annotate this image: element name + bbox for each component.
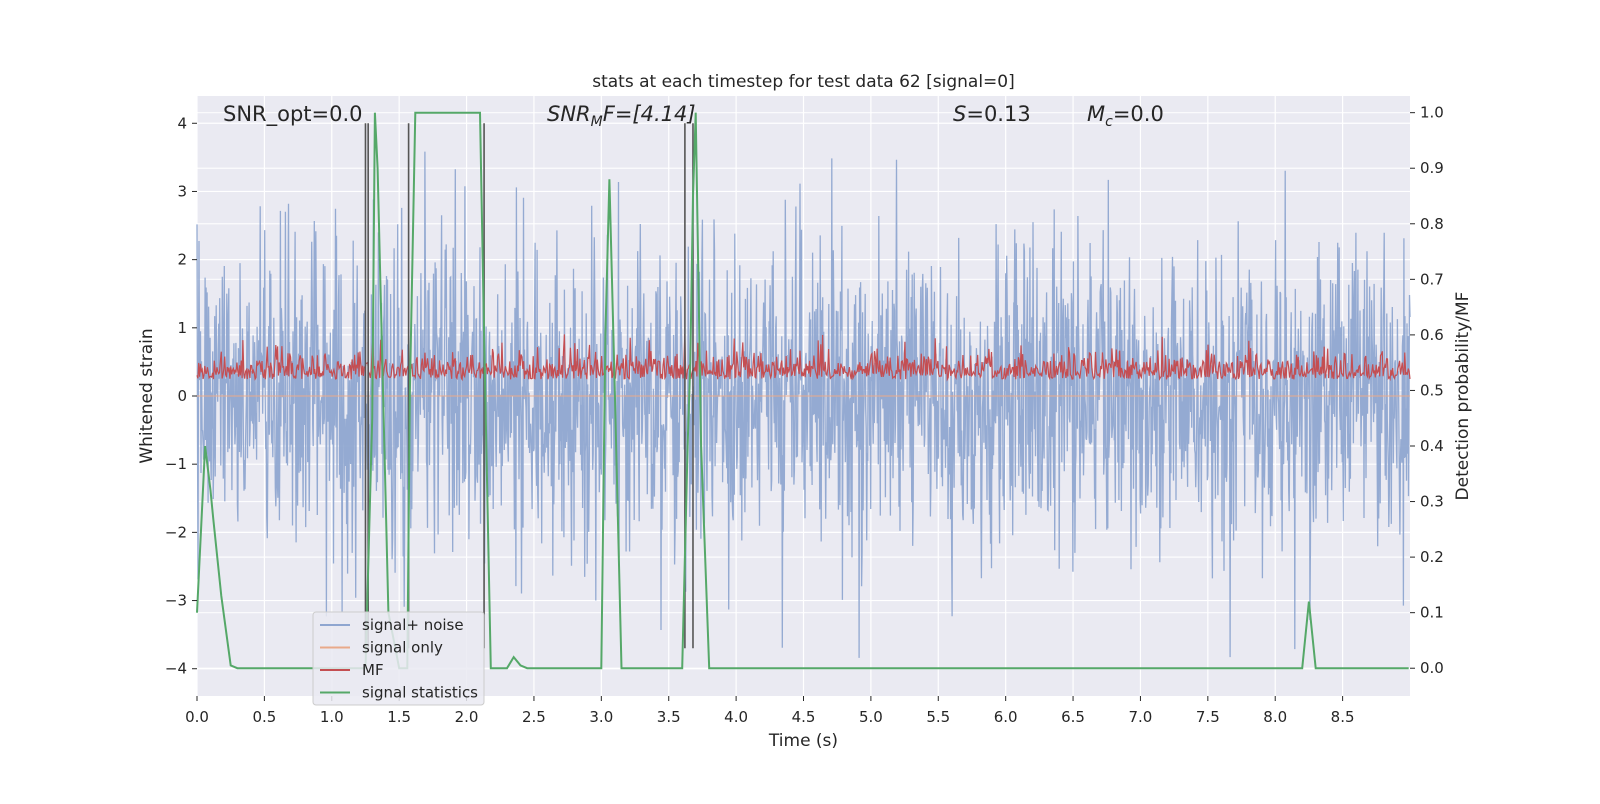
y-tick-label-right: 0.8 xyxy=(1420,215,1444,233)
y-tick-label-left: −2 xyxy=(165,523,187,541)
x-tick-label: 5.5 xyxy=(926,708,950,726)
x-tick-label: 3.0 xyxy=(589,708,613,726)
annotation-snr-mf-rest: F=[4.14] xyxy=(603,102,696,126)
y-tick-label-right: 0.4 xyxy=(1420,437,1444,455)
y-tick-label-right: 0.0 xyxy=(1420,659,1444,677)
annotation-snr-mf-sub: M xyxy=(591,114,603,130)
y-tick-label-right: 0.3 xyxy=(1420,493,1444,511)
x-tick-label: 2.5 xyxy=(522,708,546,726)
legend-label: signal+ noise xyxy=(362,616,464,634)
x-tick-label: 6.0 xyxy=(994,708,1018,726)
y-tick-label-right: 1.0 xyxy=(1420,104,1444,122)
chart-title: stats at each timestep for test data 62 … xyxy=(592,72,1015,92)
legend-label: signal statistics xyxy=(362,684,478,702)
y-ticks-right: 0.0 0.1 0.2 0.3 0.4 0.5 0.6 0.7 0.8 0.9 1.0 xyxy=(1410,104,1444,677)
y-tick-label-left: 2 xyxy=(177,251,187,269)
y-tick-label-right: 0.2 xyxy=(1420,548,1444,566)
legend-label: signal only xyxy=(362,639,443,657)
x-tick-label: 7.5 xyxy=(1196,708,1220,726)
x-tick-label: 2.0 xyxy=(455,708,479,726)
series-signal-plus-noise xyxy=(196,151,1411,658)
x-tick-label: 6.5 xyxy=(1061,708,1085,726)
x-tick-label: 8.0 xyxy=(1263,708,1287,726)
x-tick-label: 8.5 xyxy=(1331,708,1355,726)
y-tick-label-right: 0.6 xyxy=(1420,326,1444,344)
y-ticks-left: −4 −3 −2 −1 0 1 2 3 4 xyxy=(165,114,197,678)
x-axis-label: Time (s) xyxy=(768,731,838,751)
y-tick-label-right: 0.1 xyxy=(1420,604,1444,622)
x-tick-label: 1.5 xyxy=(387,708,411,726)
annotation-s: S=0.13 xyxy=(953,102,1031,126)
legend: signal+ noise signal only MF signal statist… xyxy=(312,611,485,706)
annotation-snr-mf-main: SNR xyxy=(547,102,591,126)
legend-label: MF xyxy=(362,661,384,679)
y-tick-label-left: 0 xyxy=(177,387,187,405)
annotation-mc-main: M xyxy=(1087,102,1105,126)
annotation-snr-opt: SNR_opt=0.0 xyxy=(223,102,363,127)
x-tick-label: 5.0 xyxy=(859,708,883,726)
y-tick-label-left: 4 xyxy=(177,114,187,132)
y-tick-label-left: 3 xyxy=(177,182,187,200)
annotation-mc: Mc=0.0 xyxy=(1087,102,1164,130)
annotation-mc-sub: c xyxy=(1105,114,1113,130)
annotation-s-rest: =0.13 xyxy=(966,102,1030,126)
x-tick-label: 3.5 xyxy=(657,708,681,726)
y-tick-label-left: −3 xyxy=(165,592,187,610)
y-tick-label-right: 0.7 xyxy=(1420,270,1444,288)
y-tick-label-right: 0.9 xyxy=(1420,159,1444,177)
x-tick-label: 0.5 xyxy=(252,708,276,726)
x-tick-label: 4.0 xyxy=(724,708,748,726)
y-tick-label-left: −1 xyxy=(165,455,187,473)
legend-box xyxy=(312,611,485,706)
annotation-s-main: S xyxy=(953,102,966,126)
annotation-mc-rest: =0.0 xyxy=(1113,102,1164,126)
y-tick-label-left: −4 xyxy=(165,660,187,678)
series-line-mf xyxy=(196,333,1411,382)
y-axis-label-right: Detection probability/MF xyxy=(1453,292,1473,501)
series-line-signal-plus-noise xyxy=(196,151,1411,658)
y-axis-label-left: Whitened strain xyxy=(137,328,157,463)
x-tick-label: 7.0 xyxy=(1129,708,1153,726)
x-tick-label: 0.0 xyxy=(185,708,209,726)
x-tick-label: 4.5 xyxy=(792,708,816,726)
y-tick-label-left: 1 xyxy=(177,319,187,337)
annotation-snr-mf: SNRMF=[4.14] xyxy=(547,102,696,130)
y-tick-label-right: 0.5 xyxy=(1420,381,1444,399)
series-mf xyxy=(196,333,1411,382)
x-ticks: 0.0 0.5 1.0 1.5 2.0 2.5 3.0 3.5 4.0 4.5 5.0 5.5 6.0 6… xyxy=(185,696,1355,726)
x-tick-label: 1.0 xyxy=(320,708,344,726)
